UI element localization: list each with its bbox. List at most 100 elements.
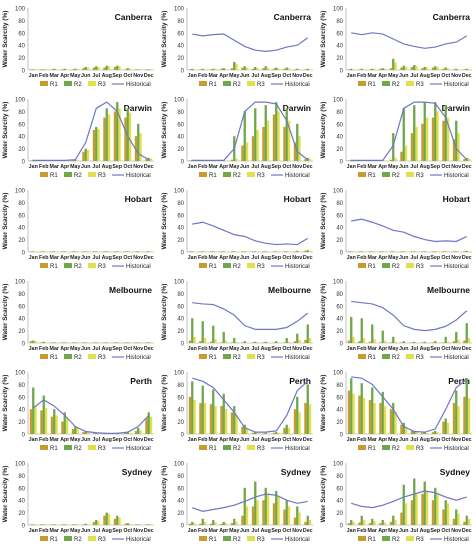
bar-r1: [347, 340, 351, 343]
bar-r3: [298, 412, 301, 434]
bar-r3: [362, 398, 366, 434]
bar-r3: [76, 160, 79, 161]
bar-r3: [128, 342, 132, 343]
bar-r2: [201, 321, 204, 343]
bar-r1: [220, 523, 223, 525]
bar-r3: [256, 342, 259, 343]
bar-r2: [381, 520, 384, 525]
legend-swatch-r3: [247, 172, 255, 177]
bar-r2: [84, 66, 87, 70]
bar-r3: [404, 426, 408, 434]
x-tick-label: Jun: [81, 255, 90, 261]
bar-r2: [465, 378, 468, 434]
bar-r1: [145, 69, 148, 70]
legend-label: R3: [416, 446, 424, 452]
bar-r2: [137, 69, 140, 70]
x-tick-label: May: [388, 255, 398, 261]
bar-r1: [262, 500, 265, 525]
y-tick-label: 0: [181, 342, 185, 348]
bar-r3: [139, 251, 142, 252]
bar-r3: [224, 523, 228, 525]
bar-r3: [383, 160, 387, 161]
bar-r1: [71, 342, 75, 343]
bar-r1: [134, 251, 138, 252]
x-tick-label: Jan: [188, 437, 197, 443]
bar-r3: [404, 251, 408, 252]
x-tick-label: Feb: [39, 528, 49, 534]
bar-r1: [71, 160, 75, 161]
bar-r1: [251, 432, 255, 434]
x-tick-label: Jun: [399, 346, 408, 352]
bar-r3: [128, 68, 132, 70]
historical-line: [192, 101, 309, 161]
bar-r2: [444, 105, 447, 161]
legend-swatch-r3: [247, 536, 255, 541]
x-tick-label: Aug: [261, 255, 271, 261]
bar-r3: [149, 69, 153, 70]
y-tick-label: 60: [18, 304, 25, 310]
bar-r2: [306, 515, 309, 525]
bar-r3: [256, 500, 259, 525]
legend-swatch-r2: [223, 172, 231, 177]
y-tick-label: 40: [336, 499, 343, 505]
bar-r3: [383, 406, 387, 434]
bar-r1: [358, 69, 361, 70]
y-axis-title: Water Scarcity (%): [2, 102, 9, 159]
x-tick-label: Jun: [81, 528, 90, 534]
bar-r3: [266, 120, 270, 161]
bar-r3: [446, 117, 450, 161]
y-tick-label: 100: [333, 7, 344, 13]
x-tick-label: Jan: [29, 255, 38, 261]
y-tick-label: 0: [22, 69, 26, 75]
bar-r1: [82, 68, 85, 70]
bar-r1: [188, 69, 192, 70]
bar-r1: [82, 432, 85, 434]
bar-r2: [212, 325, 215, 343]
legend-label: Historical: [285, 264, 310, 270]
bar-r1: [241, 67, 244, 70]
bar-r1: [71, 251, 75, 252]
bar-r1: [61, 69, 64, 70]
legend-swatch-r3: [247, 263, 255, 268]
chart-title: Perth: [289, 376, 311, 386]
y-tick-label: 0: [22, 342, 26, 348]
bar-r2: [147, 412, 150, 434]
bar-r1: [272, 68, 276, 70]
bar-r3: [214, 522, 217, 525]
bar-r2: [434, 251, 437, 252]
y-axis-title: Water Scarcity (%): [161, 102, 168, 159]
x-tick-label: Mar: [368, 346, 377, 352]
x-tick-label: Mar: [209, 164, 218, 170]
bar-r1: [134, 342, 138, 343]
bar-r2: [423, 66, 426, 70]
bar-r3: [373, 403, 376, 434]
bar-r1: [124, 251, 127, 252]
bar-r2: [413, 478, 416, 525]
bar-r3: [298, 69, 301, 70]
bar-r3: [352, 393, 355, 434]
bar-r1: [347, 523, 351, 525]
legend-swatch-r1: [358, 354, 366, 359]
y-tick-label: 80: [18, 201, 25, 207]
bar-r3: [256, 130, 259, 161]
bar-r3: [415, 251, 418, 252]
bar-r2: [95, 342, 98, 343]
y-axis-title: Water Scarcity (%): [161, 466, 168, 523]
y-tick-label: 100: [15, 189, 26, 195]
legend-swatch-r3: [406, 81, 414, 86]
chart-panel: 0 20 40 60 80 100 Water Scarcity (%) Sydney Jan F…: [161, 462, 313, 543]
bar-r2: [381, 251, 384, 252]
legend-label: Historical: [126, 173, 151, 179]
bar-r3: [235, 341, 238, 343]
bar-r3: [394, 251, 397, 252]
y-tick-label: 20: [336, 329, 343, 335]
y-axis-title: Water Scarcity (%): [2, 284, 9, 341]
historical-line: [351, 300, 468, 332]
bar-r1: [50, 342, 54, 343]
x-tick-label: Dec: [462, 164, 472, 170]
legend-label: R3: [98, 82, 106, 88]
bar-r1: [188, 523, 192, 525]
bar-r1: [40, 251, 43, 252]
x-tick-label: Jul: [251, 346, 259, 352]
x-tick-label: Feb: [39, 437, 49, 443]
